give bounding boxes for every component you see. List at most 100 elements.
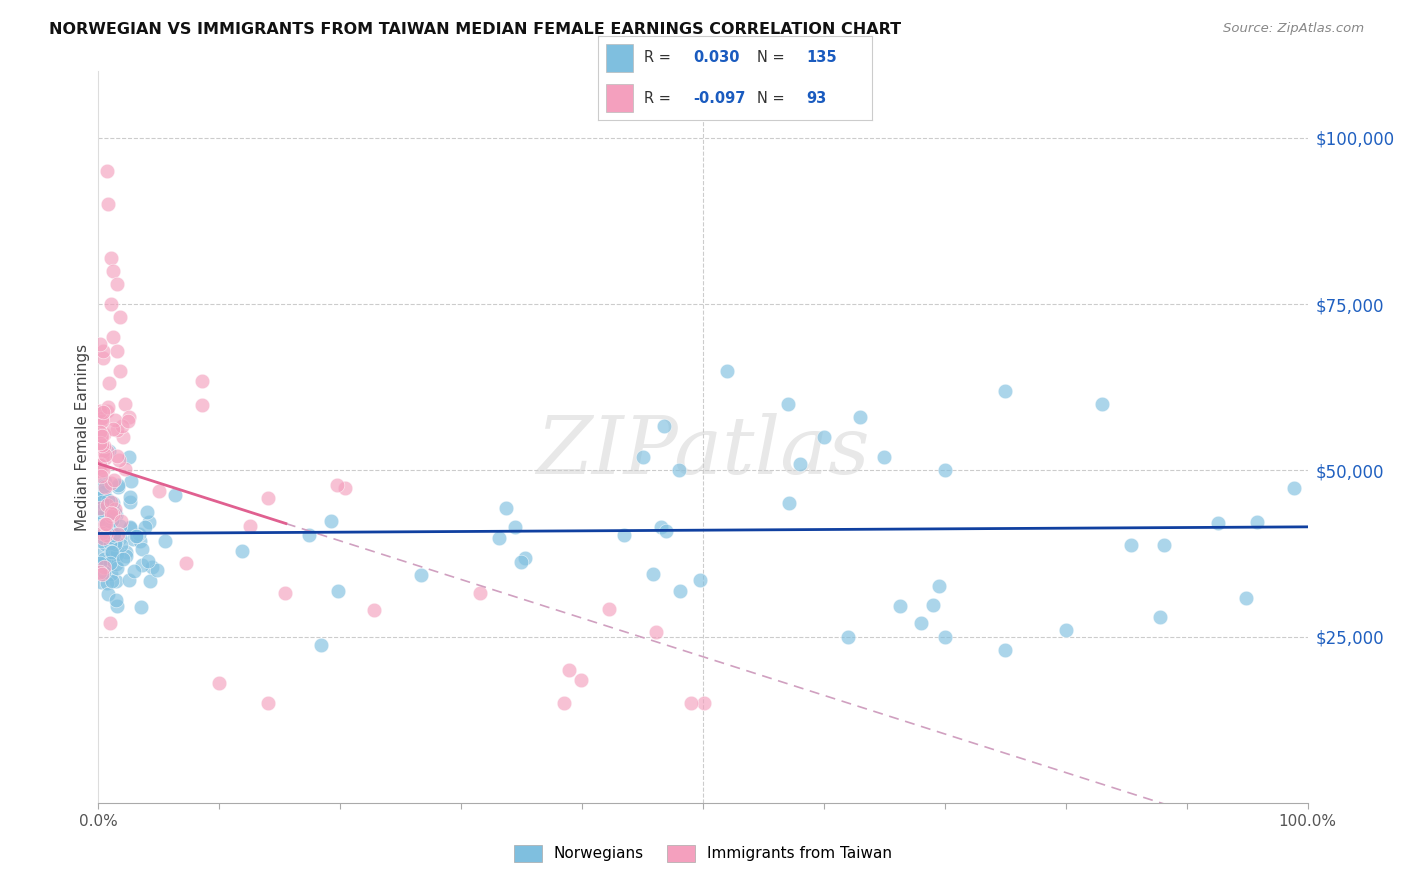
Point — [849, 410, 872, 425]
Point — [90, 460, 112, 475]
Point — [1149, 610, 1171, 624]
Point — [321, 515, 343, 529]
Point — [93, 552, 115, 566]
Point — [89, 457, 111, 471]
Point — [557, 664, 579, 678]
Point — [90, 509, 112, 524]
Point — [90, 495, 112, 509]
Point — [994, 643, 1017, 657]
Text: NORWEGIAN VS IMMIGRANTS FROM TAIWAN MEDIAN FEMALE EARNINGS CORRELATION CHART: NORWEGIAN VS IMMIGRANTS FROM TAIWAN MEDI… — [49, 22, 901, 37]
Point — [115, 545, 138, 559]
Point — [96, 575, 118, 590]
Point — [141, 559, 163, 574]
Point — [910, 616, 932, 631]
Point — [1119, 538, 1142, 552]
Point — [89, 491, 111, 505]
Point — [93, 439, 115, 453]
Point — [776, 397, 799, 411]
Text: 0.030: 0.030 — [693, 50, 740, 65]
Point — [644, 624, 666, 639]
Point — [94, 450, 117, 465]
Point — [98, 376, 121, 391]
Point — [239, 519, 262, 533]
Point — [105, 424, 128, 438]
Point — [326, 584, 349, 599]
Point — [138, 516, 160, 530]
Point — [103, 473, 125, 487]
Text: R =: R = — [644, 50, 671, 65]
Point — [94, 448, 117, 462]
Point — [128, 533, 150, 548]
Point — [135, 505, 157, 519]
Point — [115, 549, 138, 563]
Point — [103, 528, 125, 542]
Point — [208, 676, 231, 690]
Text: Source: ZipAtlas.com: Source: ZipAtlas.com — [1223, 22, 1364, 36]
Point — [97, 586, 120, 600]
Point — [105, 277, 128, 292]
Point — [89, 501, 111, 516]
Point — [89, 556, 111, 570]
Point — [110, 514, 132, 528]
Point — [104, 537, 127, 551]
Point — [131, 558, 153, 573]
Point — [98, 616, 121, 631]
Point — [650, 520, 672, 534]
Point — [118, 410, 141, 425]
Point — [309, 638, 332, 652]
Point — [652, 418, 675, 433]
Point — [131, 599, 153, 614]
Point — [98, 556, 121, 570]
Point — [90, 574, 112, 589]
Point — [231, 544, 253, 558]
Point — [468, 586, 491, 600]
Point — [100, 566, 122, 581]
Point — [120, 490, 142, 504]
Point — [89, 458, 111, 473]
Point — [108, 519, 131, 533]
Point — [93, 491, 115, 506]
Point — [104, 593, 127, 607]
Text: N =: N = — [756, 91, 785, 106]
Point — [934, 463, 956, 477]
Point — [643, 567, 665, 582]
Point — [93, 517, 115, 532]
Point — [91, 410, 114, 425]
Point — [90, 509, 112, 524]
Point — [100, 476, 122, 491]
Point — [1054, 623, 1077, 637]
Point — [1246, 516, 1268, 530]
Point — [89, 425, 111, 439]
Point — [93, 560, 115, 574]
Point — [93, 530, 115, 544]
Point — [108, 452, 131, 467]
Point — [89, 403, 111, 417]
Point — [837, 630, 859, 644]
Y-axis label: Median Female Earnings: Median Female Earnings — [75, 343, 90, 531]
Point — [91, 344, 114, 359]
Point — [105, 343, 128, 358]
Point — [153, 534, 176, 549]
Point — [93, 565, 115, 579]
Point — [90, 429, 112, 443]
Point — [256, 491, 278, 505]
Point — [174, 556, 197, 570]
Point — [120, 495, 142, 509]
Point — [101, 544, 124, 558]
Point — [90, 525, 112, 540]
Point — [100, 297, 122, 311]
Point — [111, 430, 134, 444]
Point — [1153, 538, 1175, 552]
Point — [298, 528, 321, 542]
Point — [94, 523, 117, 537]
Point — [91, 438, 114, 452]
Point — [101, 574, 124, 588]
Point — [108, 363, 131, 377]
Point — [100, 545, 122, 559]
Point — [598, 602, 620, 616]
Point — [91, 557, 114, 571]
Point — [89, 464, 111, 478]
Point — [90, 527, 112, 541]
Point — [1091, 397, 1114, 411]
Point — [409, 567, 432, 582]
